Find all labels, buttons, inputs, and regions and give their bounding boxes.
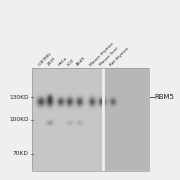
Text: RBM5: RBM5 — [154, 94, 174, 100]
Text: HeLa: HeLa — [57, 56, 68, 67]
Text: Mouse liver: Mouse liver — [99, 46, 119, 67]
Text: 70KD: 70KD — [13, 151, 29, 156]
Text: 100KD: 100KD — [9, 117, 29, 122]
Text: Mouse thymus: Mouse thymus — [89, 41, 114, 67]
Text: 130KD: 130KD — [9, 95, 29, 100]
Text: U-87MG: U-87MG — [38, 51, 53, 67]
Text: A549: A549 — [76, 56, 87, 67]
Text: Rat thymus: Rat thymus — [109, 46, 130, 67]
Text: 293T: 293T — [47, 56, 57, 67]
Text: LO2: LO2 — [66, 58, 75, 67]
Bar — [32, 68, 149, 171]
